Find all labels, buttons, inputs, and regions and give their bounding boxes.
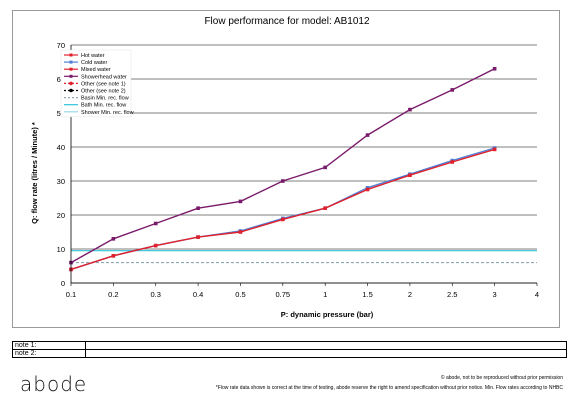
disclaimer-text: *Flow rate data shown is correct at the … (215, 385, 563, 391)
x-tick-label: 0.3 (151, 290, 161, 299)
legend-item: Bath Min. rec. flow (64, 103, 126, 109)
data-point (153, 243, 158, 248)
x-tick-label: 0.4 (193, 290, 203, 299)
data-point (492, 147, 497, 152)
data-point (323, 206, 327, 210)
data-point (196, 235, 200, 239)
x-axis-title: P: dynamic pressure (bar) (281, 310, 374, 319)
data-point (238, 230, 243, 234)
grid-layer (71, 44, 537, 284)
y-axis-title: Q: flow rate (litres / Minute) * (30, 122, 39, 224)
legend-label: Mixed water (81, 67, 111, 73)
x-tick-label: 2 (408, 290, 412, 299)
abode-logo: abode (20, 372, 88, 396)
legend-item: Mixed water (64, 67, 111, 73)
x-tick-label: 2.5 (447, 290, 457, 299)
note-row: note 1: (12, 341, 567, 350)
x-tick-label: 0.2 (108, 290, 118, 299)
legend-label: Showerhead water (81, 74, 127, 80)
legend-marker (69, 88, 73, 93)
y-tick-label: 20 (57, 211, 65, 220)
notes-table: note 1: note 2: (12, 341, 567, 358)
data-point (492, 67, 497, 71)
x-tick-label: 3 (493, 290, 497, 299)
legend-label: Shower Min. rec. flow (81, 110, 134, 116)
legend-label: Bath Min. rec. flow (81, 103, 126, 109)
note-value (85, 341, 567, 350)
data-point (196, 206, 200, 210)
chart-container: Flow performance for model: AB1012 0 10 20… (12, 10, 560, 328)
note-label: note 1: (12, 341, 86, 350)
data-point (408, 107, 412, 112)
legend-item: Shower Min. rec. flow (64, 110, 134, 116)
data-point (238, 199, 243, 204)
legend-label: Basin Min. rec. flow (81, 96, 129, 102)
y-tick-label: 10 (57, 245, 65, 254)
series-layer (69, 67, 497, 272)
data-point (450, 160, 455, 164)
legend-label: Cold water (81, 60, 107, 66)
y-tick-label: 0 (61, 279, 65, 288)
y-tick-label: 40 (57, 143, 65, 152)
data-point (111, 254, 116, 258)
legend-item: Showerhead water (64, 74, 127, 80)
legend-item: Cold water (64, 60, 107, 66)
x-tick-label: 0.1 (66, 290, 76, 299)
y-tick-label: 70 (57, 41, 65, 50)
y-tick-label: 30 (57, 177, 65, 186)
legend-item: Basin Min. rec. flow (64, 96, 129, 102)
legend-item: Hot water (64, 53, 105, 59)
copyright-text: © abode, not to be reproduced without pr… (440, 375, 563, 381)
legend-label: Other (see note 2) (81, 89, 126, 95)
data-point (365, 133, 370, 137)
chart-title: Flow performance for model: AB1012 (204, 16, 370, 27)
legend-item: Other (see note 2) (64, 89, 126, 95)
legend-item: Other (see note 1) (64, 81, 126, 87)
x-tick-label: 4 (535, 290, 539, 299)
data-point (281, 179, 285, 183)
reference-lines-layer (71, 250, 537, 264)
legend-marker (69, 60, 73, 64)
legend-label: Hot water (81, 53, 105, 59)
series-line-3 (70, 68, 495, 264)
note-label: note 2: (12, 349, 86, 358)
data-point (450, 88, 455, 92)
data-point (408, 173, 412, 178)
note-value (85, 349, 567, 358)
legend-marker (69, 67, 73, 71)
legend-marker (69, 74, 73, 78)
data-point (365, 187, 370, 192)
note-row: note 2: (12, 349, 567, 358)
legend-marker (69, 53, 73, 57)
data-point (153, 221, 158, 226)
data-point (111, 237, 116, 241)
x-tick-label: 1.5 (362, 290, 372, 299)
legend-marker (69, 81, 73, 86)
flow-chart: Flow performance for model: AB1012 01020… (30, 16, 539, 319)
legend-label: Other (see note 1) (81, 81, 126, 87)
x-tick-label: 0.5 (235, 290, 245, 299)
data-point (281, 217, 285, 222)
x-tick-label: 0.75 (276, 290, 291, 299)
x-tick-label: 1 (323, 290, 327, 299)
data-point (323, 165, 327, 170)
